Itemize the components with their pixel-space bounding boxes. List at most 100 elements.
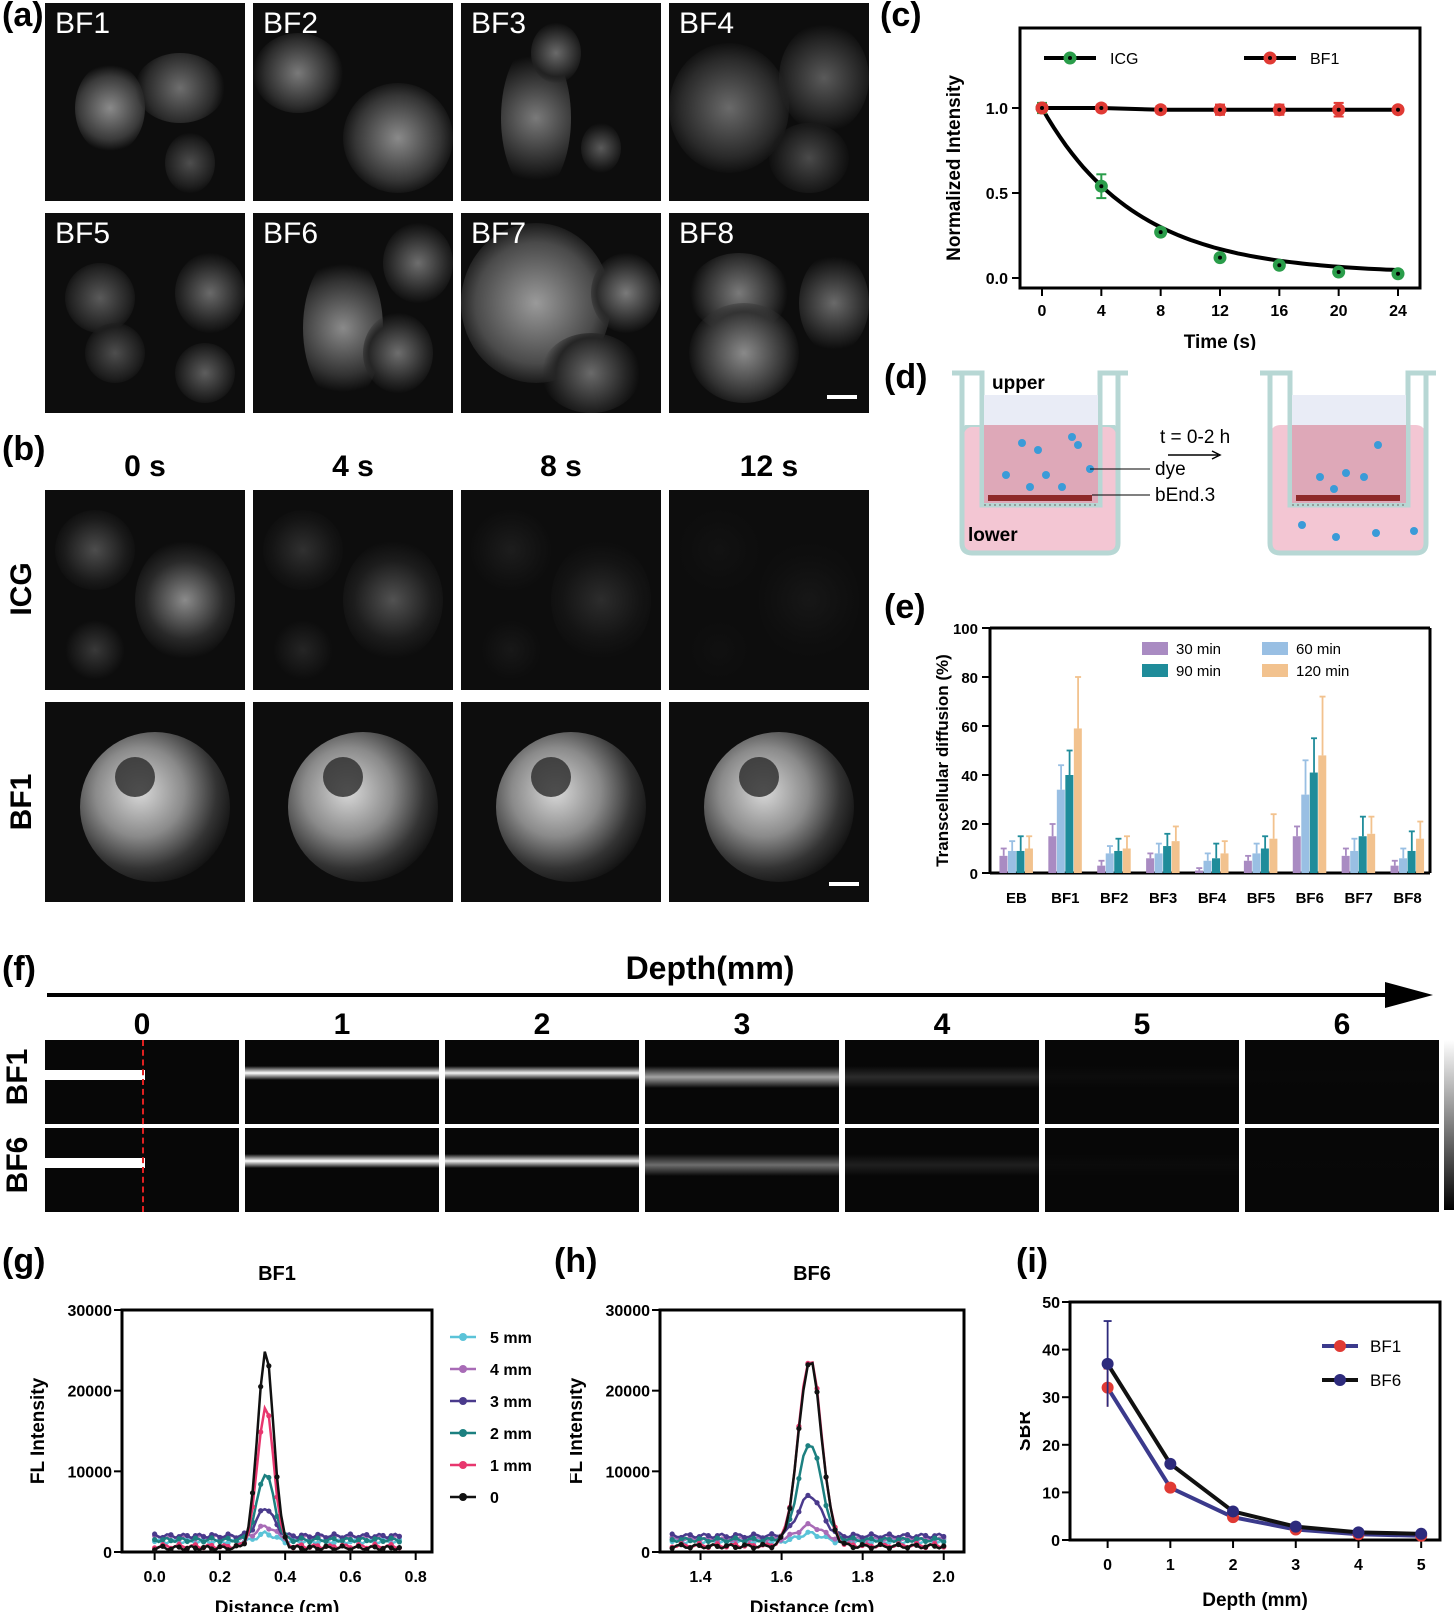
legend-swatch xyxy=(1262,642,1288,655)
y-tick-label: 0 xyxy=(103,1545,112,1562)
y-tick-label: 10000 xyxy=(68,1464,113,1481)
legend-marker-center xyxy=(1268,56,1272,60)
data-point xyxy=(805,1443,811,1449)
fluorescence-band xyxy=(1245,1066,1439,1088)
cell xyxy=(65,620,125,680)
data-point xyxy=(868,1535,874,1542)
data-point xyxy=(823,1474,829,1480)
bar xyxy=(1073,728,1082,873)
data-point xyxy=(339,1538,345,1544)
bar xyxy=(1390,865,1399,873)
bar xyxy=(1171,841,1180,873)
bar xyxy=(1097,865,1106,873)
data-point xyxy=(705,1544,711,1550)
time-label: 8 s xyxy=(540,450,582,483)
data-point xyxy=(290,1533,296,1539)
y-tick-label: 0 xyxy=(641,1545,650,1562)
bar xyxy=(1399,858,1408,873)
cell xyxy=(471,510,551,590)
y-tick-label: 0 xyxy=(970,866,978,883)
cell xyxy=(288,732,438,882)
x-axis-label: Time (s) xyxy=(1184,332,1257,350)
series-line xyxy=(1105,1362,1422,1536)
cell xyxy=(481,620,541,680)
data-point xyxy=(913,1542,920,1548)
data-point xyxy=(160,1537,166,1543)
series-line xyxy=(671,1361,945,1550)
time-label: t = 0-2 h xyxy=(1160,427,1230,448)
data-point xyxy=(266,1508,272,1514)
micrograph-label: BF5 xyxy=(55,217,111,250)
data-point xyxy=(1352,1526,1365,1539)
x-tick-label: 0.8 xyxy=(405,1569,427,1586)
data-point xyxy=(796,1534,802,1540)
data-point xyxy=(298,1545,305,1552)
data-point xyxy=(192,1535,199,1541)
data-point xyxy=(787,1531,793,1537)
cell xyxy=(273,620,333,680)
micrograph-bf4: BF4 xyxy=(669,3,869,201)
data-point xyxy=(696,1542,702,1548)
time-label: 0 s xyxy=(124,450,166,483)
micrograph-bf5: BF5 xyxy=(45,213,245,413)
data-point-center xyxy=(1336,107,1341,112)
data-point xyxy=(347,1531,354,1537)
data-point xyxy=(266,1532,272,1538)
data-point xyxy=(669,1545,675,1551)
scale-bar xyxy=(829,882,859,886)
bar xyxy=(1260,848,1269,873)
x-tick-label: 0 xyxy=(1103,1557,1112,1574)
micrograph-label: BF4 xyxy=(679,7,735,40)
upper-label: upper xyxy=(992,373,1045,394)
micrograph-bf1: BF1 xyxy=(45,3,245,201)
data-point xyxy=(217,1543,223,1550)
bar xyxy=(1318,755,1327,873)
legend-label: 3 mm xyxy=(490,1394,532,1411)
data-point xyxy=(932,1543,938,1549)
data-point xyxy=(266,1474,272,1481)
data-point xyxy=(886,1536,893,1543)
y-tick-label: 20 xyxy=(961,817,978,834)
legend-marker xyxy=(1334,1340,1346,1352)
cell xyxy=(759,540,859,660)
x-tick-label: BF5 xyxy=(1247,890,1275,907)
panel-letter-e: (e) xyxy=(884,588,926,626)
data-point xyxy=(932,1535,938,1541)
data-point xyxy=(705,1538,711,1545)
legend-label: 0 xyxy=(490,1490,499,1507)
data-point xyxy=(877,1541,883,1547)
bar xyxy=(1154,853,1163,873)
data-point xyxy=(687,1545,693,1551)
micrograph-label: BF2 xyxy=(263,7,319,40)
bar xyxy=(1220,853,1229,873)
data-point xyxy=(184,1545,190,1552)
data-point xyxy=(886,1545,893,1551)
data-point xyxy=(814,1533,820,1540)
cell xyxy=(263,510,343,590)
data-point xyxy=(805,1362,811,1368)
data-point xyxy=(184,1538,190,1545)
data-point xyxy=(723,1539,730,1545)
data-point xyxy=(372,1536,378,1542)
bar xyxy=(1367,833,1376,873)
y-axis-label: Normalized Intensity xyxy=(944,75,965,261)
dye-label: dye xyxy=(1155,459,1186,480)
data-point xyxy=(751,1531,757,1537)
data-point xyxy=(339,1543,345,1549)
data-point xyxy=(372,1544,378,1550)
depth-tick-label: 4 xyxy=(933,1008,951,1041)
depth-tick-label: 2 xyxy=(533,1008,551,1041)
depth-tick-label: 3 xyxy=(733,1008,751,1041)
nucleus xyxy=(531,757,571,797)
panel-letter-b: (b) xyxy=(2,430,46,468)
data-point xyxy=(913,1536,920,1542)
chart-i: 0 10 20 30 40 50 0 1 2 3 4 5 Depth (mm) SBR BF1 BF6 xyxy=(1020,1295,1442,1611)
y-tick-label: 50 xyxy=(1042,1295,1060,1312)
fluorescence-strip xyxy=(645,1128,839,1212)
data-point xyxy=(323,1543,329,1549)
data-point xyxy=(258,1429,264,1435)
x-tick-label: 5 xyxy=(1417,1557,1426,1574)
bar xyxy=(1056,789,1065,873)
fluorescence-strip xyxy=(245,1128,439,1212)
micrograph-label: BF8 xyxy=(679,217,735,250)
